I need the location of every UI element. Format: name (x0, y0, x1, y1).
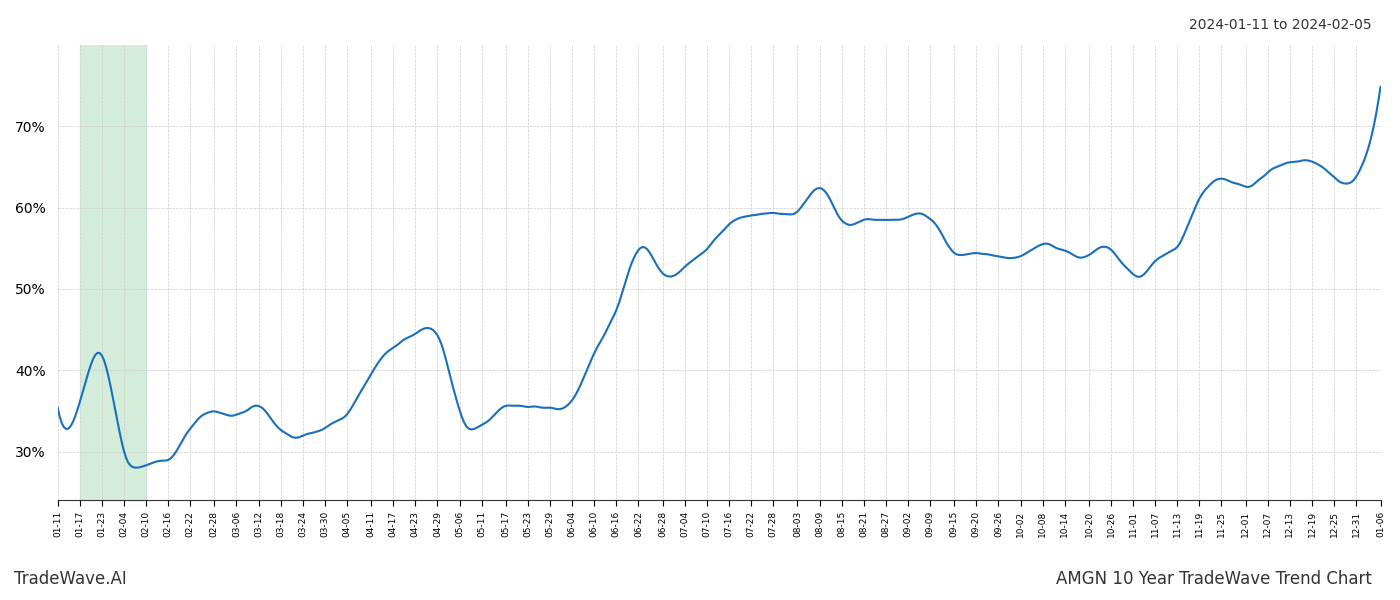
Text: 2024-01-11 to 2024-02-05: 2024-01-11 to 2024-02-05 (1190, 18, 1372, 32)
Bar (80, 45, 146, 500)
Text: TradeWave.AI: TradeWave.AI (14, 570, 127, 588)
Text: AMGN 10 Year TradeWave Trend Chart: AMGN 10 Year TradeWave Trend Chart (1056, 570, 1372, 588)
